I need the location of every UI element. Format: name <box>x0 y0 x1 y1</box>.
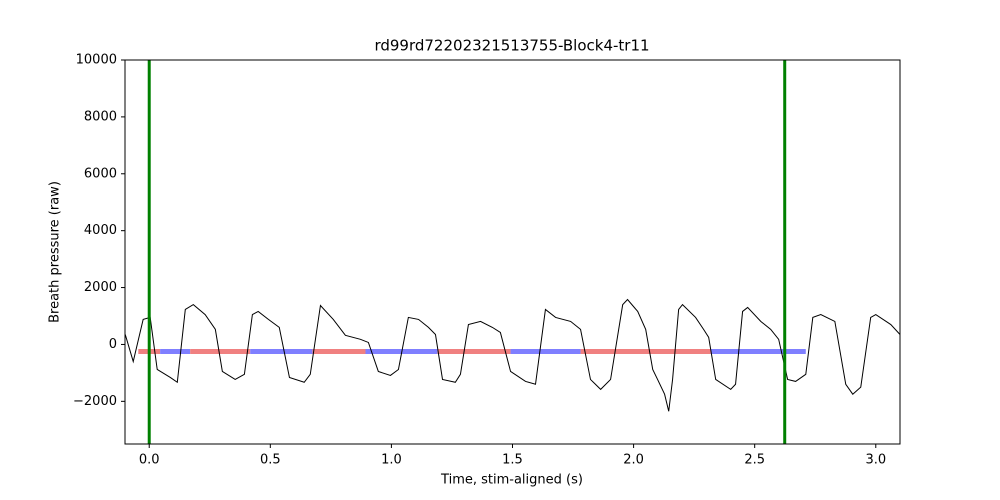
y-tick-label: 0 <box>109 337 117 352</box>
chart-title: rd99rd72202321513755-Block4-tr11 <box>374 37 649 55</box>
y-tick-label: 2000 <box>84 280 117 295</box>
y-tick-label: 8000 <box>84 109 117 124</box>
plot-frame <box>124 59 901 445</box>
y-axis-label: Breath pressure (raw) <box>48 181 63 323</box>
x-axis-label: Time, stim-aligned (s) <box>440 473 583 488</box>
x-tick-label: 2.0 <box>623 453 644 468</box>
x-tick-label: 0.0 <box>139 453 160 468</box>
pressure-line <box>125 298 900 412</box>
x-tick-label: 1.0 <box>381 453 402 468</box>
x-tick-label: 3.0 <box>865 453 886 468</box>
x-tick-label: 1.5 <box>502 453 523 468</box>
y-tick-label: 6000 <box>84 166 117 181</box>
y-tick-label: 4000 <box>84 223 117 238</box>
x-tick-label: 0.5 <box>260 453 281 468</box>
y-tick-label: −2000 <box>73 394 117 409</box>
x-tick-label: 2.5 <box>744 453 765 468</box>
y-tick-label: 10000 <box>76 53 117 68</box>
